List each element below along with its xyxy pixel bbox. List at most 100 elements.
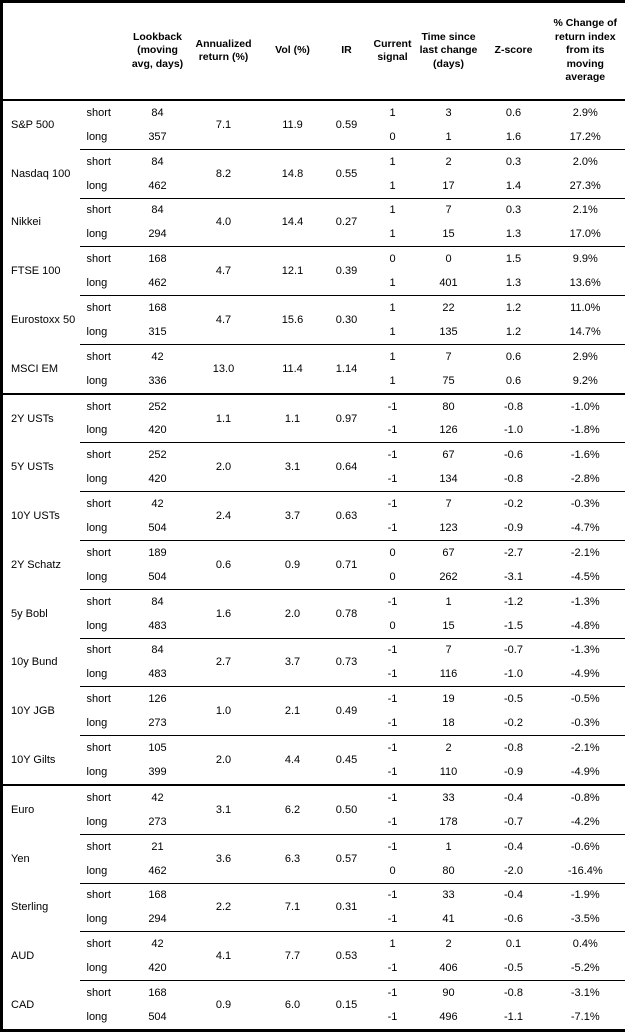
horizon-label: short [80, 638, 130, 662]
time-since-value: 1 [416, 589, 482, 613]
table-header: Lookback (moving avg, days) Annualized r… [2, 2, 625, 101]
table-body: S&P 500 short 84 7.1 11.9 0.59 1 3 0.6 2… [2, 100, 625, 1030]
zscore-value: -1.5 [482, 614, 546, 638]
signal-value: -1 [370, 785, 416, 810]
pct-change-value: -1.3% [546, 589, 625, 613]
signal-value: -1 [370, 981, 416, 1005]
vol-value: 14.8 [262, 149, 324, 198]
time-since-value: 18 [416, 711, 482, 735]
header-row: Lookback (moving avg, days) Annualized r… [2, 2, 625, 101]
zscore-value: -0.9 [482, 760, 546, 785]
ir-value: 0.57 [324, 834, 370, 883]
time-since-value: 178 [416, 810, 482, 834]
horizon-label: long [80, 760, 130, 785]
vol-value: 15.6 [262, 296, 324, 345]
horizon-label: long [80, 467, 130, 491]
table-row: 2Y USTs short 252 1.1 1.1 0.97 -1 80 -0.… [2, 394, 625, 419]
annualized-return-value: 7.1 [186, 100, 262, 149]
zscore-value: 0.6 [482, 100, 546, 125]
lookback-value: 168 [130, 981, 186, 1005]
ir-value: 0.39 [324, 247, 370, 296]
signal-value: 1 [370, 149, 416, 173]
signal-value: -1 [370, 1005, 416, 1030]
horizon-label: short [80, 100, 130, 125]
lookback-value: 84 [130, 149, 186, 173]
zscore-value: -0.8 [482, 981, 546, 1005]
lookback-value: 84 [130, 100, 186, 125]
vol-value: 12.1 [262, 247, 324, 296]
pct-change-value: -0.8% [546, 785, 625, 810]
time-since-value: 2 [416, 932, 482, 956]
zscore-value: -0.7 [482, 810, 546, 834]
annualized-return-value: 13.0 [186, 344, 262, 393]
asset-name: Euro [2, 785, 80, 834]
pct-change-value: 13.6% [546, 271, 625, 295]
pct-change-value: -1.9% [546, 883, 625, 907]
lookback-value: 252 [130, 394, 186, 419]
asset-name: 2Y USTs [2, 394, 80, 443]
table-row: 5y Bobl short 84 1.6 2.0 0.78 -1 1 -1.2 … [2, 589, 625, 613]
signal-value: -1 [370, 956, 416, 980]
zscore-value: -0.7 [482, 638, 546, 662]
lookback-value: 42 [130, 344, 186, 368]
ir-value: 0.73 [324, 638, 370, 687]
vol-value: 6.3 [262, 834, 324, 883]
vol-value: 6.0 [262, 981, 324, 1031]
pct-change-value: -1.6% [546, 443, 625, 467]
time-since-value: 15 [416, 614, 482, 638]
time-since-value: 126 [416, 419, 482, 443]
table-row: 10Y Gilts short 105 2.0 4.4 0.45 -1 2 -0… [2, 736, 625, 760]
lookback-value: 483 [130, 662, 186, 686]
annualized-return-value: 2.7 [186, 638, 262, 687]
lookback-value: 273 [130, 711, 186, 735]
signal-value: -1 [370, 736, 416, 760]
ir-value: 0.71 [324, 541, 370, 590]
signal-value: 1 [370, 344, 416, 368]
time-since-value: 123 [416, 516, 482, 540]
time-since-value: 134 [416, 467, 482, 491]
vol-value: 0.9 [262, 541, 324, 590]
horizon-label: short [80, 443, 130, 467]
signal-value: 1 [370, 271, 416, 295]
horizon-label: long [80, 614, 130, 638]
signal-value: -1 [370, 589, 416, 613]
signal-value: -1 [370, 443, 416, 467]
horizon-label: short [80, 344, 130, 368]
pct-change-value: 2.1% [546, 198, 625, 222]
time-since-value: 2 [416, 149, 482, 173]
vol-value: 3.7 [262, 492, 324, 541]
asset-name: Nasdaq 100 [2, 149, 80, 198]
pct-change-value: -4.2% [546, 810, 625, 834]
horizon-label: short [80, 834, 130, 858]
signal-value: -1 [370, 907, 416, 931]
pct-change-value: 2.0% [546, 149, 625, 173]
ir-value: 0.97 [324, 394, 370, 443]
pct-change-value: -1.0% [546, 394, 625, 419]
lookback-value: 168 [130, 247, 186, 271]
time-since-value: 1 [416, 834, 482, 858]
lookback-value: 168 [130, 883, 186, 907]
zscore-value: 0.3 [482, 198, 546, 222]
table-row: Eurostoxx 50 short 168 4.7 15.6 0.30 1 2… [2, 296, 625, 320]
signal-value: -1 [370, 711, 416, 735]
table-row: 10y Bund short 84 2.7 3.7 0.73 -1 7 -0.7… [2, 638, 625, 662]
time-since-value: 67 [416, 541, 482, 565]
lookback-value: 420 [130, 467, 186, 491]
zscore-value: -1.0 [482, 662, 546, 686]
horizon-label: short [80, 541, 130, 565]
horizon-label: long [80, 369, 130, 394]
lookback-value: 126 [130, 687, 186, 711]
vol-value: 7.1 [262, 883, 324, 932]
horizon-label: long [80, 222, 130, 246]
zscore-value: 1.6 [482, 125, 546, 149]
lookback-value: 189 [130, 541, 186, 565]
annualized-return-value: 1.1 [186, 394, 262, 443]
annualized-return-value: 4.7 [186, 296, 262, 345]
zscore-value: 1.2 [482, 296, 546, 320]
signal-value: -1 [370, 760, 416, 785]
asset-name: AUD [2, 932, 80, 981]
lookback-value: 294 [130, 222, 186, 246]
lookback-value: 336 [130, 369, 186, 394]
annualized-return-value: 0.9 [186, 981, 262, 1031]
table-row: MSCI EM short 42 13.0 11.4 1.14 1 7 0.6 … [2, 344, 625, 368]
